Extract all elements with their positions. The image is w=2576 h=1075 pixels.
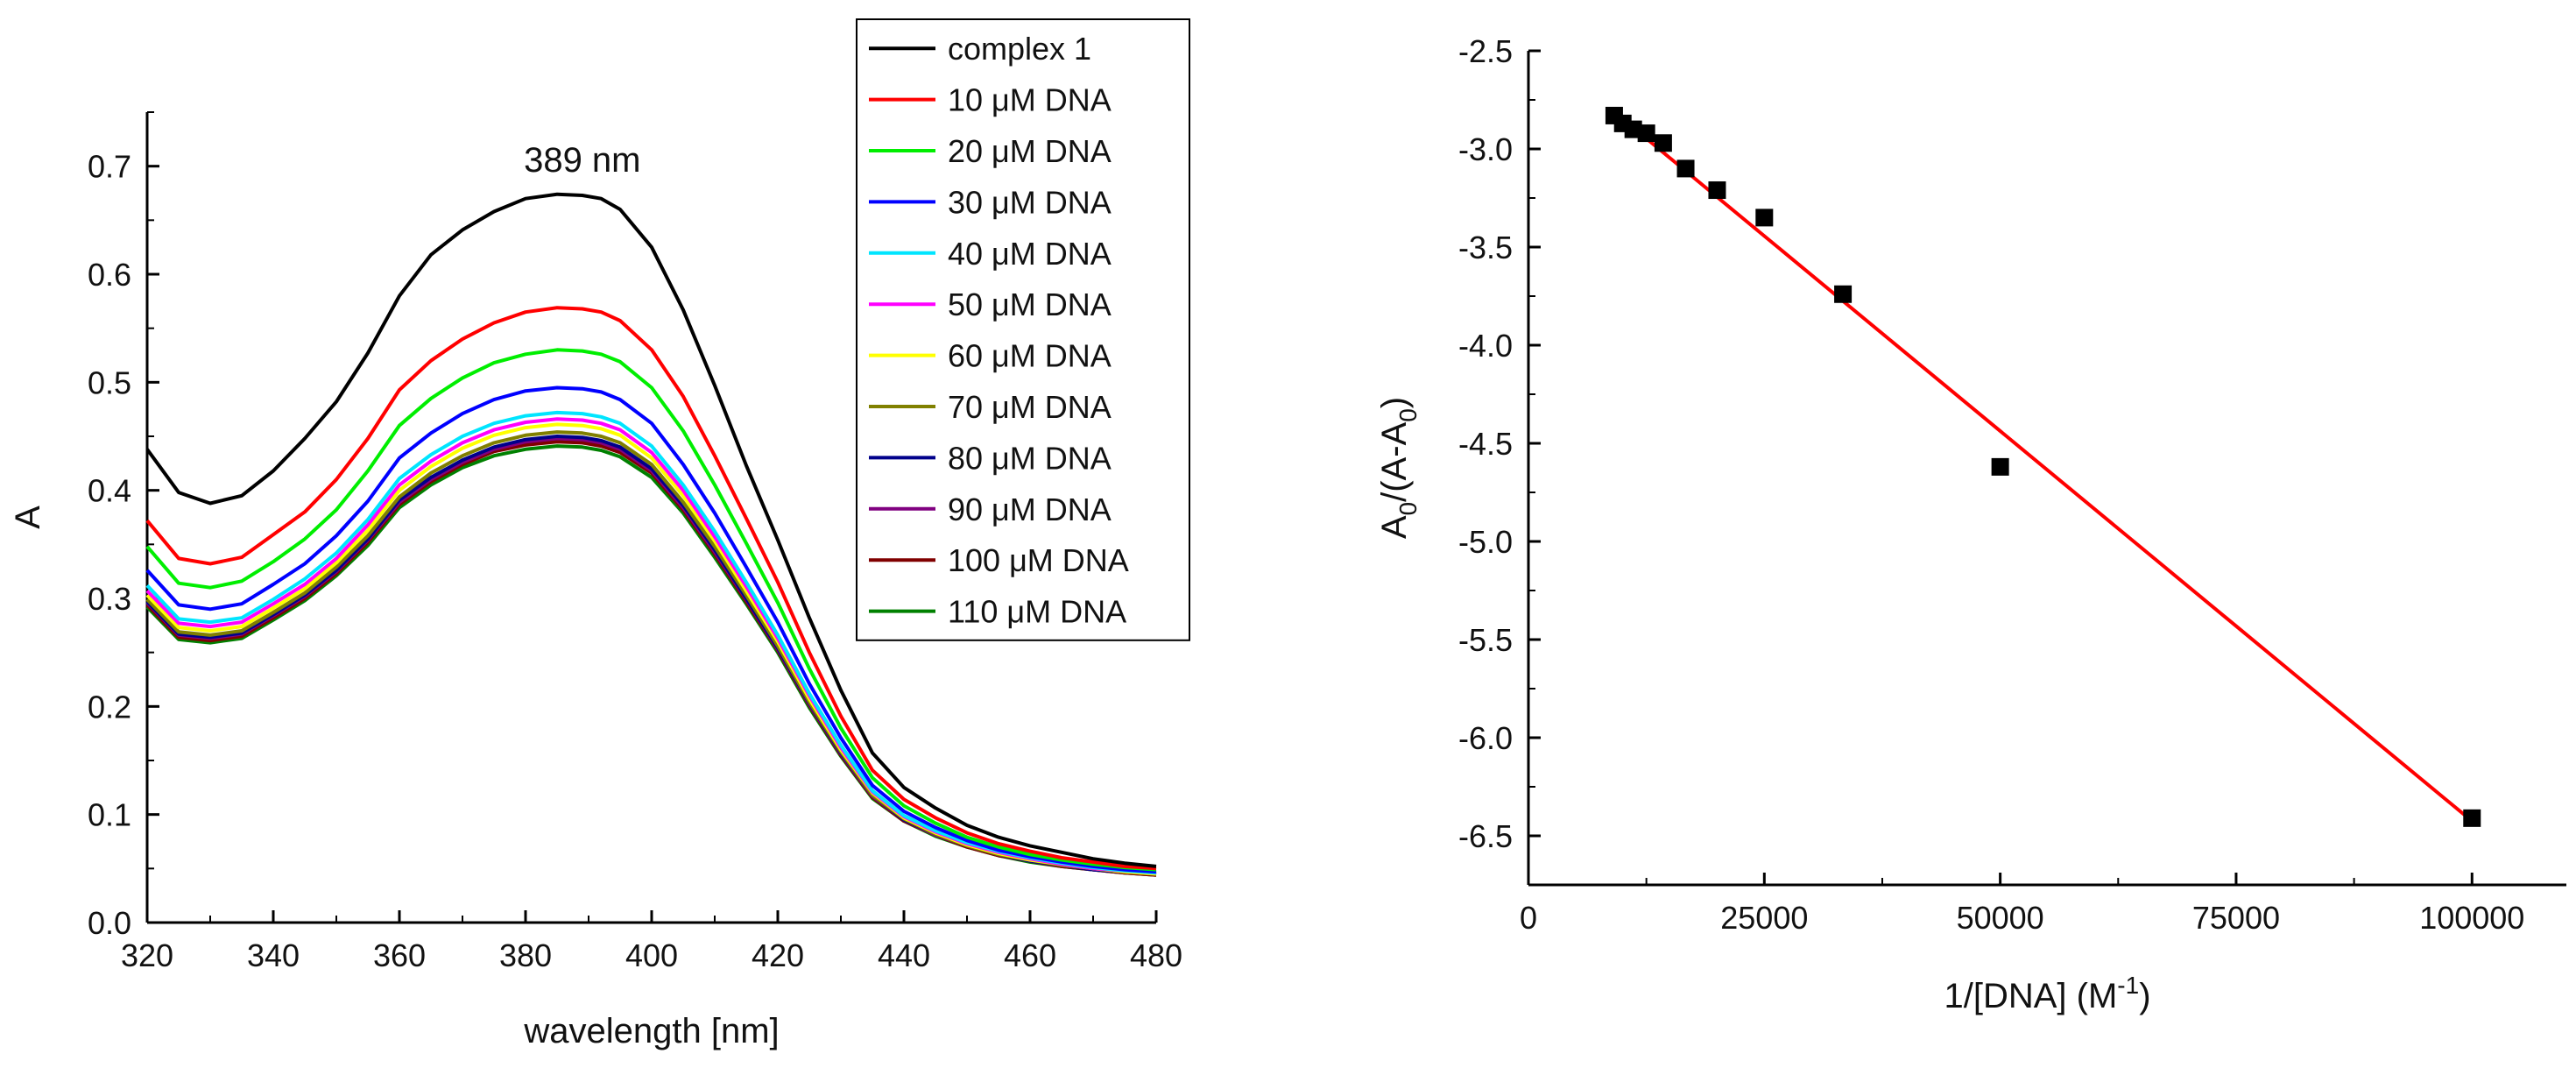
- chart2-y-tick-label: -6.0: [1458, 720, 1513, 756]
- legend-box: [856, 18, 1190, 641]
- chart1-x-tick-label: 460: [1004, 937, 1056, 973]
- chart1-series-lines: [145, 192, 1157, 877]
- legend-label: 100 μM DNA: [948, 542, 1129, 578]
- chart1-x-tick-label: 480: [1130, 937, 1182, 973]
- peak-annotation: 389 nm: [524, 141, 640, 180]
- chart1-x-tick-label: 380: [499, 937, 552, 973]
- absorption-spectra-chart: 320 340 360 380 400 420 440 460 480 0.0 0.1 0.2 0.3 0…: [9, 18, 1190, 1050]
- legend-label: 30 μM DNA: [948, 184, 1112, 220]
- chart1-y-tick-label: 0.5: [88, 364, 131, 400]
- legend-label: 40 μM DNA: [948, 236, 1112, 272]
- legend-label: 60 μM DNA: [948, 338, 1112, 374]
- data-point: [1755, 209, 1774, 227]
- series-line: [145, 385, 1157, 873]
- binding-fit-chart: 0 25000 50000 75000 100000 -2.5 -3.0 -3.5 -4.0 -4…: [1375, 33, 2566, 1015]
- chart2-y-axis-label: A0/(A-A0): [1375, 397, 1422, 539]
- chart2-y-tick-label: -2.5: [1458, 33, 1513, 69]
- chart1-x-axis-label: wavelength [nm]: [523, 1012, 779, 1050]
- legend-label: 10 μM DNA: [948, 82, 1112, 118]
- chart2-x-tick-label: 75000: [2192, 900, 2280, 936]
- chart2-y-tick-label: -3.0: [1458, 131, 1513, 167]
- chart2-x-tick-label: 100000: [2419, 900, 2524, 936]
- chart2-x-axis-label: 1/[DNA] (M-1): [1944, 972, 2150, 1015]
- chart1-y-tick-label: 0.1: [88, 797, 131, 833]
- linear-fit-line: [1613, 110, 2474, 823]
- chart1-y-tick-label: 0.3: [88, 581, 131, 617]
- chart1-x-tick-label: 420: [752, 937, 804, 973]
- chart2-y-tick-label: -4.0: [1458, 328, 1513, 364]
- chart2-y-tick-label: -4.5: [1458, 426, 1513, 462]
- chart1-x-tick-label: 320: [121, 937, 173, 973]
- data-point: [1708, 181, 1726, 200]
- data-point: [1676, 159, 1695, 178]
- data-point: [1834, 285, 1853, 303]
- legend-label: 20 μM DNA: [948, 133, 1112, 169]
- chart2-x-tick-label: 25000: [1720, 900, 1808, 936]
- chart2-fit-line: [1613, 110, 2474, 823]
- data-point: [2463, 809, 2481, 827]
- data-point: [1654, 134, 1672, 152]
- data-point: [1637, 124, 1655, 143]
- chart2-x-tick-label: 0: [1520, 900, 1537, 936]
- data-point: [1991, 457, 2009, 476]
- legend-label: complex 1: [948, 31, 1091, 67]
- chart1-y-tick-label: 0.7: [88, 149, 131, 185]
- chart1-y-tick-label: 0.2: [88, 689, 131, 725]
- series-line: [145, 306, 1157, 871]
- chart1-y-axis-label: A: [9, 506, 47, 529]
- chart2-y-tick-label: -3.5: [1458, 230, 1513, 265]
- chart1-ticks: 320 340 360 380 400 420 440 460 480 0.0 0.1 0.2 0.3 0…: [88, 111, 1182, 973]
- chart1-x-tick-label: 340: [247, 937, 300, 973]
- legend-label: 70 μM DNA: [948, 389, 1112, 425]
- chart2-x-tick-label: 50000: [1957, 900, 2044, 936]
- chart1-x-tick-label: 400: [625, 937, 678, 973]
- series-line: [145, 192, 1157, 868]
- chart2-y-tick-label: -6.5: [1458, 818, 1513, 854]
- chart1-x-tick-label: 440: [878, 937, 930, 973]
- chart2-y-tick-label: -5.5: [1458, 622, 1513, 658]
- chart1-x-tick-label: 360: [373, 937, 426, 973]
- legend-label: 90 μM DNA: [948, 492, 1112, 527]
- chart1-y-tick-label: 0.4: [88, 473, 131, 509]
- legend-label: 80 μM DNA: [948, 440, 1112, 476]
- chart2-y-tick-label: -5.0: [1458, 524, 1513, 560]
- legend-label: 110 μM DNA: [948, 594, 1126, 630]
- series-line: [145, 348, 1157, 872]
- legend-label: 50 μM DNA: [948, 286, 1112, 322]
- chart1-legend: complex 1 10 μM DNA 20 μM DNA 30 μM DNA 40 μ…: [856, 18, 1190, 641]
- chart2-points: [1605, 106, 2481, 827]
- chart1-y-tick-label: 0.0: [88, 905, 131, 941]
- chart2-ticks: 0 25000 50000 75000 100000 -2.5 -3.0 -3.5 -4.0 -4…: [1458, 33, 2566, 936]
- chart1-y-tick-label: 0.6: [88, 257, 131, 293]
